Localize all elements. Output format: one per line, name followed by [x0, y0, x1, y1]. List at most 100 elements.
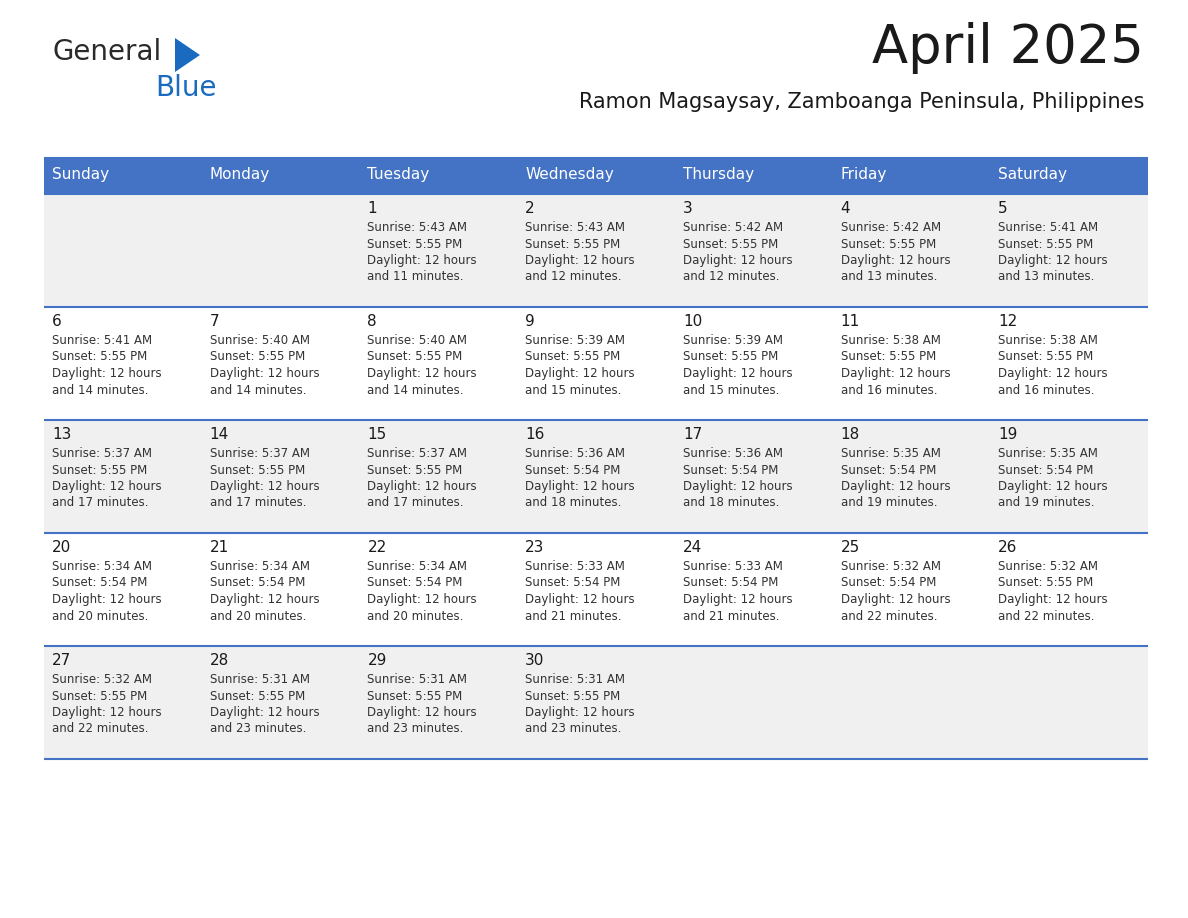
Text: Daylight: 12 hours: Daylight: 12 hours	[683, 254, 792, 267]
Text: Daylight: 12 hours: Daylight: 12 hours	[841, 367, 950, 380]
Text: and 11 minutes.: and 11 minutes.	[367, 271, 465, 284]
Text: Sunset: 5:55 PM: Sunset: 5:55 PM	[841, 351, 936, 364]
Bar	[44, 194, 1148, 307]
Text: 27: 27	[52, 653, 71, 668]
Text: and 22 minutes.: and 22 minutes.	[998, 610, 1095, 622]
Text: Daylight: 12 hours: Daylight: 12 hours	[210, 480, 320, 493]
Text: Sunset: 5:55 PM: Sunset: 5:55 PM	[210, 689, 305, 702]
Bar	[44, 158, 1148, 194]
Text: and 19 minutes.: and 19 minutes.	[998, 497, 1095, 509]
Text: Daylight: 12 hours: Daylight: 12 hours	[841, 480, 950, 493]
Text: Sunrise: 5:34 AM: Sunrise: 5:34 AM	[210, 560, 310, 573]
Text: and 18 minutes.: and 18 minutes.	[525, 497, 621, 509]
Text: 28: 28	[210, 653, 229, 668]
Text: and 17 minutes.: and 17 minutes.	[210, 497, 307, 509]
Text: Sunset: 5:54 PM: Sunset: 5:54 PM	[525, 577, 620, 589]
Text: Sunset: 5:55 PM: Sunset: 5:55 PM	[367, 351, 462, 364]
Text: Sunrise: 5:40 AM: Sunrise: 5:40 AM	[367, 334, 467, 347]
Text: Thursday: Thursday	[683, 167, 754, 182]
Text: 13: 13	[52, 427, 71, 442]
Text: 18: 18	[841, 427, 860, 442]
Text: Daylight: 12 hours: Daylight: 12 hours	[998, 480, 1108, 493]
Text: 25: 25	[841, 540, 860, 555]
Text: Daylight: 12 hours: Daylight: 12 hours	[210, 593, 320, 606]
Text: Saturday: Saturday	[998, 167, 1067, 182]
Text: Daylight: 12 hours: Daylight: 12 hours	[841, 254, 950, 267]
Text: Sunrise: 5:33 AM: Sunrise: 5:33 AM	[525, 560, 625, 573]
Text: Sunrise: 5:36 AM: Sunrise: 5:36 AM	[683, 447, 783, 460]
Text: and 12 minutes.: and 12 minutes.	[525, 271, 621, 284]
Text: Sunrise: 5:37 AM: Sunrise: 5:37 AM	[210, 447, 310, 460]
Text: Sunset: 5:54 PM: Sunset: 5:54 PM	[841, 464, 936, 476]
Text: Sunset: 5:54 PM: Sunset: 5:54 PM	[841, 577, 936, 589]
Text: Sunset: 5:55 PM: Sunset: 5:55 PM	[210, 351, 305, 364]
Text: Sunset: 5:54 PM: Sunset: 5:54 PM	[210, 577, 305, 589]
Text: 12: 12	[998, 314, 1018, 329]
Text: Sunrise: 5:34 AM: Sunrise: 5:34 AM	[367, 560, 467, 573]
Text: Sunrise: 5:37 AM: Sunrise: 5:37 AM	[367, 447, 467, 460]
Bar	[44, 533, 1148, 646]
Text: 23: 23	[525, 540, 544, 555]
Text: 15: 15	[367, 427, 386, 442]
Text: Sunday: Sunday	[52, 167, 109, 182]
Text: Sunset: 5:54 PM: Sunset: 5:54 PM	[525, 464, 620, 476]
Text: 14: 14	[210, 427, 229, 442]
Text: Daylight: 12 hours: Daylight: 12 hours	[52, 706, 162, 719]
Text: and 14 minutes.: and 14 minutes.	[367, 384, 465, 397]
Text: and 23 minutes.: and 23 minutes.	[210, 722, 307, 735]
Text: Sunrise: 5:39 AM: Sunrise: 5:39 AM	[525, 334, 625, 347]
Text: Sunset: 5:55 PM: Sunset: 5:55 PM	[998, 577, 1093, 589]
Text: Sunrise: 5:41 AM: Sunrise: 5:41 AM	[52, 334, 152, 347]
Polygon shape	[175, 38, 200, 72]
Text: Sunrise: 5:42 AM: Sunrise: 5:42 AM	[683, 221, 783, 234]
Text: and 13 minutes.: and 13 minutes.	[841, 271, 937, 284]
Text: Daylight: 12 hours: Daylight: 12 hours	[525, 254, 634, 267]
Text: Sunset: 5:55 PM: Sunset: 5:55 PM	[367, 464, 462, 476]
Text: Sunrise: 5:38 AM: Sunrise: 5:38 AM	[998, 334, 1098, 347]
Text: Daylight: 12 hours: Daylight: 12 hours	[367, 367, 478, 380]
Text: Daylight: 12 hours: Daylight: 12 hours	[525, 593, 634, 606]
Text: Sunset: 5:55 PM: Sunset: 5:55 PM	[210, 464, 305, 476]
Text: Sunrise: 5:35 AM: Sunrise: 5:35 AM	[841, 447, 941, 460]
Text: 30: 30	[525, 653, 544, 668]
Text: Monday: Monday	[210, 167, 270, 182]
Text: Daylight: 12 hours: Daylight: 12 hours	[998, 367, 1108, 380]
Text: Wednesday: Wednesday	[525, 167, 614, 182]
Text: Sunrise: 5:32 AM: Sunrise: 5:32 AM	[52, 673, 152, 686]
Text: Daylight: 12 hours: Daylight: 12 hours	[210, 706, 320, 719]
Text: Blue: Blue	[154, 74, 216, 102]
Text: Daylight: 12 hours: Daylight: 12 hours	[998, 593, 1108, 606]
Bar	[44, 420, 1148, 533]
Text: and 15 minutes.: and 15 minutes.	[525, 384, 621, 397]
Text: Sunset: 5:55 PM: Sunset: 5:55 PM	[683, 238, 778, 251]
Text: and 20 minutes.: and 20 minutes.	[52, 610, 148, 622]
Text: 4: 4	[841, 201, 851, 216]
Text: Sunrise: 5:36 AM: Sunrise: 5:36 AM	[525, 447, 625, 460]
Bar	[44, 646, 1148, 759]
Text: and 21 minutes.: and 21 minutes.	[525, 610, 621, 622]
Text: Sunrise: 5:41 AM: Sunrise: 5:41 AM	[998, 221, 1099, 234]
Text: Sunrise: 5:32 AM: Sunrise: 5:32 AM	[841, 560, 941, 573]
Text: Sunrise: 5:31 AM: Sunrise: 5:31 AM	[367, 673, 467, 686]
Text: Sunset: 5:55 PM: Sunset: 5:55 PM	[525, 238, 620, 251]
Text: and 13 minutes.: and 13 minutes.	[998, 271, 1094, 284]
Text: 20: 20	[52, 540, 71, 555]
Text: 17: 17	[683, 427, 702, 442]
Text: 24: 24	[683, 540, 702, 555]
Text: Sunrise: 5:31 AM: Sunrise: 5:31 AM	[525, 673, 625, 686]
Text: 5: 5	[998, 201, 1007, 216]
Bar	[44, 307, 1148, 420]
Text: Sunrise: 5:31 AM: Sunrise: 5:31 AM	[210, 673, 310, 686]
Text: Sunrise: 5:35 AM: Sunrise: 5:35 AM	[998, 447, 1098, 460]
Text: 11: 11	[841, 314, 860, 329]
Text: Sunrise: 5:43 AM: Sunrise: 5:43 AM	[525, 221, 625, 234]
Text: and 21 minutes.: and 21 minutes.	[683, 610, 779, 622]
Text: Sunset: 5:54 PM: Sunset: 5:54 PM	[683, 577, 778, 589]
Text: 22: 22	[367, 540, 386, 555]
Text: 6: 6	[52, 314, 62, 329]
Text: and 20 minutes.: and 20 minutes.	[210, 610, 307, 622]
Text: and 22 minutes.: and 22 minutes.	[841, 610, 937, 622]
Text: 7: 7	[210, 314, 220, 329]
Text: Sunrise: 5:34 AM: Sunrise: 5:34 AM	[52, 560, 152, 573]
Text: Ramon Magsaysay, Zamboanga Peninsula, Philippines: Ramon Magsaysay, Zamboanga Peninsula, Ph…	[579, 92, 1144, 112]
